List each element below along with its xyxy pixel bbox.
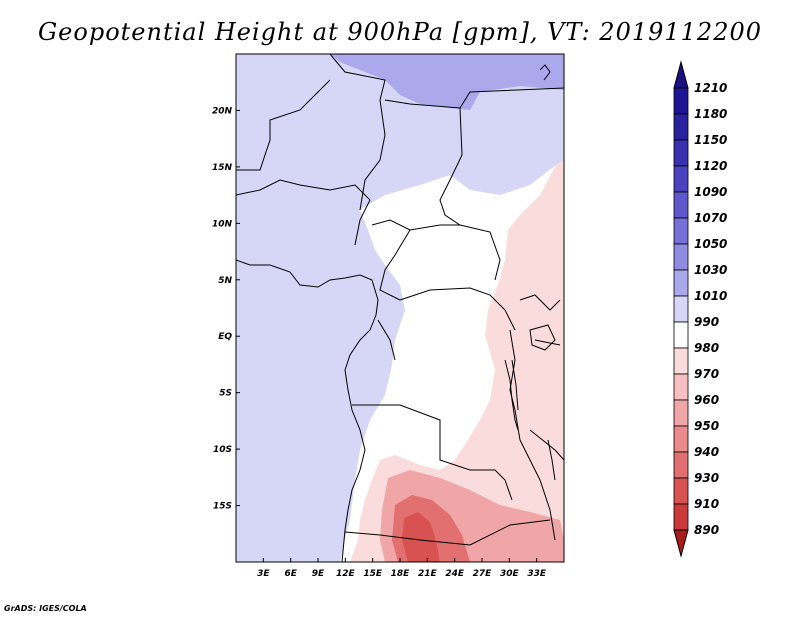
colorbar-label: 1120 xyxy=(694,159,727,173)
lat-tick-label: 10N xyxy=(212,219,233,229)
lat-tick-label: 20N xyxy=(212,106,233,116)
lon-tick-label: 18E xyxy=(391,569,411,579)
lake-tanganyika xyxy=(504,359,519,431)
colorbar-label: 1180 xyxy=(694,107,727,121)
border-south-1 xyxy=(352,404,513,501)
colorbar-swatch xyxy=(673,399,689,427)
colorbar-swatch xyxy=(673,139,689,167)
lon-tick-label: 6E xyxy=(284,569,297,579)
colorbar-label: 950 xyxy=(694,419,719,433)
lon-tick-label: 3E xyxy=(257,569,270,579)
colorbar-swatch xyxy=(673,425,689,453)
colorbar: 1210 1180 1150 1120 1090 1070 1050 1030 1010 990 9… xyxy=(673,60,727,558)
colorbar-swatch xyxy=(673,373,689,401)
coastline-west-africa xyxy=(236,259,379,562)
lat-tick-label: 5N xyxy=(218,276,232,286)
lat-tick-label: EQ xyxy=(218,332,232,342)
colorbar-swatch xyxy=(673,113,689,141)
lake-malawi xyxy=(547,439,556,481)
lon-tick-label: 33E xyxy=(527,569,547,579)
colorbar-label: 970 xyxy=(694,367,719,381)
colorbar-label: 1010 xyxy=(694,289,727,303)
lat-tick-label: 10S xyxy=(213,445,232,455)
border-west-sahel xyxy=(236,179,371,246)
colorbar-swatch xyxy=(673,503,689,531)
border-east-2 xyxy=(519,294,564,461)
colorbar-swatch xyxy=(673,295,689,323)
colorbar-label: 930 xyxy=(694,471,719,485)
colorbar-label: 1210 xyxy=(694,81,727,95)
colorbar-label: 980 xyxy=(694,341,719,355)
colorbar-swatch xyxy=(673,477,689,505)
border-central-africa xyxy=(371,219,460,301)
colorbar-swatch xyxy=(673,87,689,115)
lon-tick-label: 15E xyxy=(363,569,383,579)
border-sahel xyxy=(439,107,501,281)
colorbar-swatch xyxy=(673,347,689,375)
colorbar-label: 990 xyxy=(694,315,719,329)
lon-tick-label: 30E xyxy=(500,569,520,579)
lon-tick-label: 27E xyxy=(473,569,493,579)
colorbar-swatch xyxy=(673,321,689,349)
fill-south-red-inner xyxy=(402,512,440,562)
lon-tick-label: 21E xyxy=(418,569,438,579)
credit-label: GrADS: IGES/COLA xyxy=(4,604,87,613)
lake-victoria xyxy=(529,324,556,351)
colorbar-label: 1090 xyxy=(694,185,727,199)
contour-fills xyxy=(236,54,564,562)
border-congo xyxy=(377,287,516,361)
colorbar-swatch xyxy=(673,243,689,271)
border-south-2 xyxy=(344,519,551,546)
lon-tick-label: 12E xyxy=(336,569,356,579)
lon-tick-label: 24E xyxy=(445,569,465,579)
colorbar-swatch xyxy=(673,165,689,193)
border-sahara-3 xyxy=(236,79,331,171)
colorbar-label: 1050 xyxy=(694,237,727,251)
axis-ticks: 3E 6E 9E 12E 15E 18E 21E 24E 27E 30E 33E 20N 15N 10N 5… xyxy=(212,106,547,579)
colorbar-swatch xyxy=(673,191,689,219)
lat-tick-label: 5S xyxy=(219,389,232,399)
colorbar-top-arrow xyxy=(673,60,689,89)
border-sahara-1 xyxy=(329,54,386,211)
colorbar-label: 1030 xyxy=(694,263,727,277)
fill-north-purple xyxy=(330,54,564,110)
lon-tick-label: 9E xyxy=(312,569,325,579)
colorbar-swatch xyxy=(673,217,689,245)
map-title: Geopotential Height at 900hPa [gpm], VT:… xyxy=(38,18,762,46)
country-borders xyxy=(236,54,564,562)
colorbar-swatch xyxy=(673,269,689,297)
colorbar-label: 890 xyxy=(694,523,719,537)
colorbar-label: 1150 xyxy=(694,133,727,147)
lat-tick-label: 15N xyxy=(212,163,233,173)
colorbar-label: 940 xyxy=(694,445,719,459)
colorbar-label: 1070 xyxy=(694,211,727,225)
colorbar-label: 960 xyxy=(694,393,719,407)
colorbar-bottom-arrow xyxy=(673,529,689,558)
coast-ne xyxy=(539,64,551,81)
colorbar-swatch xyxy=(673,451,689,479)
fill-east-pink xyxy=(350,160,564,562)
lat-tick-label: 15S xyxy=(213,502,232,512)
colorbar-label: 910 xyxy=(694,497,719,511)
